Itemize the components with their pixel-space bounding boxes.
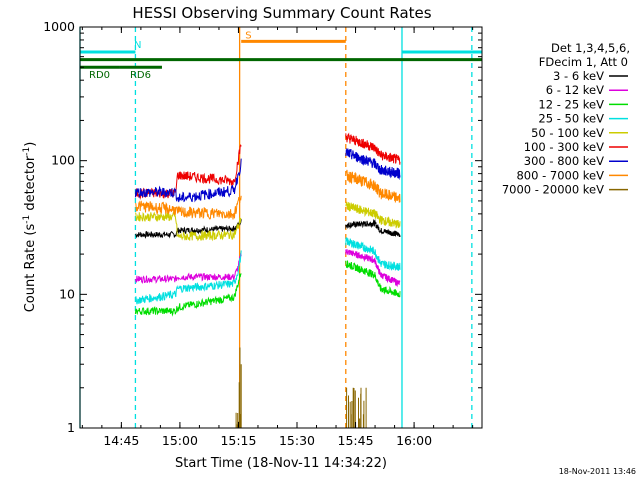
x-tick-label-0: 14:45 — [103, 433, 139, 448]
plot-frame — [79, 26, 483, 429]
x-tick-label-1: 15:00 — [162, 433, 198, 448]
legend-header-line-2: FDecim 1, Att 0 — [539, 55, 628, 69]
y-tick-label-1: 10 — [59, 286, 75, 301]
legend-label-5: 100 - 300 keV — [524, 140, 604, 154]
series-5-segment-1 — [345, 132, 401, 165]
legend-label-3: 25 - 50 keV — [538, 112, 604, 126]
series-1-segment-1 — [345, 249, 401, 288]
x-axis: 14:45 15:00 15:15 15:30 15:45 16:00 — [81, 27, 474, 448]
y-axis: 1 10 100 1000 — [43, 19, 482, 435]
series-2-segment-1 — [345, 260, 401, 298]
legend-header-line-1: Det 1,3,4,5,6, — [551, 41, 630, 55]
y-axis-label: Count Rate (s-1 detector-1) — [22, 142, 38, 313]
legend: Det 1,3,4,5,6, FDecim 1, Att 0 3 - 6 keV… — [502, 41, 630, 197]
series-0-segment-0 — [135, 219, 242, 239]
series-3-segment-1 — [345, 237, 401, 271]
footer-timestamp: 18-Nov-2011 13:46 — [559, 467, 636, 476]
legend-label-2: 12 - 25 keV — [538, 97, 604, 111]
series-8-segment-0 — [235, 347, 242, 428]
plot-area: N S RD0 RD6 — [79, 27, 482, 428]
legend-label-1: 6 - 12 keV — [546, 83, 604, 97]
legend-label-0: 3 - 6 keV — [553, 69, 604, 83]
legend-label-4: 50 - 100 keV — [531, 126, 604, 140]
legend-label-8: 7000 - 20000 keV — [502, 183, 604, 197]
series-4-segment-0 — [134, 211, 242, 242]
y-tick-label-0: 1 — [67, 420, 75, 435]
chart-title: HESSI Observing Summary Count Rates — [132, 4, 431, 22]
flag-label-rd6: RD6 — [130, 70, 151, 81]
series-7-segment-1 — [345, 169, 401, 203]
legend-label-6: 300 - 800 keV — [524, 154, 604, 168]
series-1-segment-0 — [134, 253, 242, 285]
flag-label-s: S — [245, 30, 251, 41]
series-2-segment-0 — [134, 273, 242, 317]
series-8-segment-1 — [346, 387, 367, 428]
series-0-segment-1 — [345, 218, 401, 238]
series-3-segment-0 — [134, 250, 242, 305]
x-tick-label-5: 16:00 — [396, 433, 432, 448]
legend-label-7: 800 - 7000 keV — [516, 168, 604, 182]
x-axis-label: Start Time (18-Nov-11 14:34:22) — [175, 456, 387, 471]
flag-label-n: N — [134, 40, 141, 51]
y-tick-label-3: 1000 — [43, 19, 75, 34]
y-tick-label-2: 100 — [51, 153, 75, 168]
flag-label-rd0: RD0 — [89, 70, 110, 81]
x-tick-label-4: 15:45 — [338, 433, 374, 448]
series-4-segment-1 — [345, 201, 401, 229]
series-6-segment-1 — [345, 148, 401, 181]
x-tick-label-3: 15:30 — [279, 433, 315, 448]
x-tick-label-2: 15:15 — [220, 433, 256, 448]
series-7-segment-0 — [135, 195, 242, 220]
series-6-segment-0 — [134, 158, 242, 203]
